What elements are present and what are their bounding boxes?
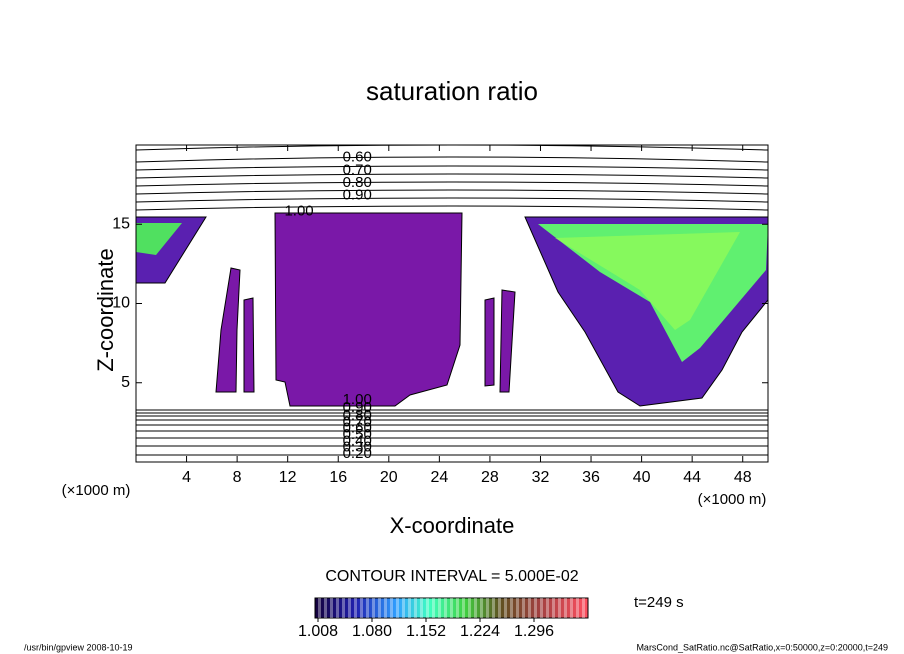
y-tick-label: 10 (112, 295, 130, 312)
x-tick-label: 32 (532, 469, 550, 486)
contour-label: 0.70 (343, 413, 372, 430)
contour-label: 0.40 (343, 432, 372, 449)
region (499, 289, 516, 393)
plot-area (135, 144, 769, 463)
contour-interval: CONTOUR INTERVAL = 5.000E-02 (325, 568, 578, 585)
colorbar-tick-label: 1.080 (352, 623, 392, 640)
x-tick-label: 4 (182, 469, 191, 486)
contour-label: 0.60 (343, 420, 372, 437)
colorbar-stripes (315, 598, 588, 618)
colorbar-tick-label: 1.008 (298, 623, 338, 640)
x-tick-label: 16 (329, 469, 347, 486)
x-axis-label: X-coordinate (390, 513, 515, 538)
contour-label: 0.70 (343, 161, 372, 178)
region (136, 223, 182, 255)
y-unit-label: (×1000 m) (62, 482, 131, 499)
region (555, 232, 740, 330)
x-tick-label: 8 (233, 469, 242, 486)
x-tick-label: 40 (633, 469, 651, 486)
x-tick-label: 24 (430, 469, 448, 486)
x-tick-label: 48 (734, 469, 752, 486)
region (215, 267, 241, 393)
region (484, 297, 495, 387)
contour-label: 0.90 (343, 399, 372, 416)
x-unit-label: (×1000 m) (698, 491, 767, 508)
x-tick-label: 20 (380, 469, 398, 486)
x-tick-label: 12 (279, 469, 297, 486)
contour-label: 1.00 (343, 391, 372, 408)
contour-label: 0.30 (343, 439, 372, 456)
contour-label: 0.60 (343, 149, 372, 166)
x-tick-label: 28 (481, 469, 499, 486)
colorbar-tick-label: 1.296 (514, 623, 554, 640)
contour-label: 0.50 (343, 426, 372, 443)
region (243, 297, 255, 393)
contour-label: 0.90 (343, 187, 372, 204)
x-tick-label: 36 (582, 469, 600, 486)
y-tick-label: 5 (121, 374, 130, 391)
footer-left: /usr/bin/gpview 2008-10-19 (24, 642, 133, 652)
colorbar-tick-label: 1.152 (406, 623, 446, 640)
footer-right: MarsCond_SatRatio.nc@SatRatio,x=0:50000,… (636, 642, 888, 652)
y-axis-label: Z-coordinate (93, 248, 118, 372)
time-label: t=249 s (634, 594, 684, 611)
y-tick-label: 15 (112, 215, 130, 232)
colorbar-tick-label: 1.224 (460, 623, 500, 640)
x-tick-label: 44 (683, 469, 701, 486)
chart-title: saturation ratio (366, 76, 538, 106)
contour-line (135, 144, 769, 211)
contour-label: 1.00 (284, 203, 313, 220)
contour-label: 0.80 (343, 407, 372, 424)
region (274, 212, 463, 407)
contour-label: 0.20 (343, 445, 372, 462)
contour-line (136, 409, 768, 456)
contour-label: 0.80 (343, 174, 372, 191)
